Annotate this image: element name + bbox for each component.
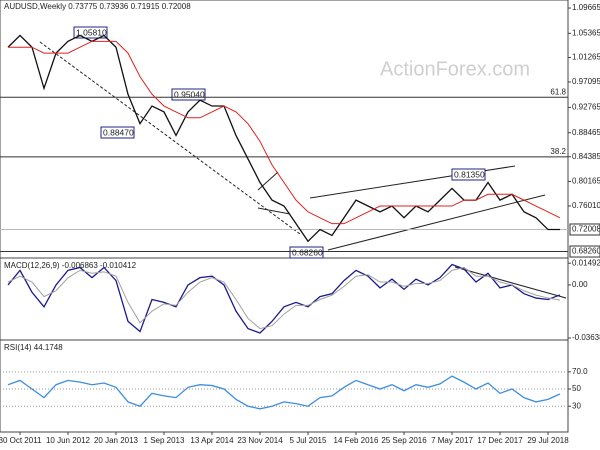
- fib-label: 38.2: [550, 147, 566, 156]
- series-line: [8, 40, 561, 225]
- annotation-box: [73, 26, 108, 39]
- y-tick-label: 30: [572, 401, 581, 410]
- x-tick-label: 7 May 2017: [431, 436, 473, 445]
- y-tick-label: 0.76010: [572, 201, 600, 210]
- annotation: 0.68260: [292, 247, 323, 257]
- y-tick-label: 0.97095: [572, 77, 600, 86]
- series-line: [7, 266, 561, 330]
- x-tick-label: 10 Jun 2012: [46, 436, 91, 445]
- annotation-box: [289, 246, 324, 259]
- panel-title: RSI(14) 44.1748: [4, 343, 63, 352]
- y-tick-label: 0.00: [572, 280, 588, 289]
- price-tag: 0.72008: [572, 225, 600, 234]
- panel-title: MACD(12,26,9) -0.006863 -0.010412: [4, 261, 137, 270]
- annotation: 0.95040: [174, 89, 205, 99]
- trendline: [257, 207, 291, 215]
- price-tag: 0.68260: [572, 247, 600, 256]
- fib-label: 61.8: [550, 87, 566, 96]
- y-tick-label: 0.92765: [572, 103, 600, 112]
- x-tick-label: 29 Jul 2018: [527, 436, 569, 445]
- series-line: [7, 375, 561, 410]
- annotation: 0.88470: [103, 127, 134, 137]
- y-tick-label: 0.88465: [572, 128, 600, 137]
- annotation-box: [171, 88, 206, 101]
- trendline: [257, 171, 279, 191]
- x-tick-label: 1 Sep 2013: [144, 436, 185, 445]
- y-tick-label: 1.05365: [572, 28, 600, 37]
- trendline: [39, 41, 301, 235]
- x-tick-label: 13 Apr 2014: [190, 436, 234, 445]
- annotation-box: [451, 168, 486, 181]
- y-tick-label: 1.09665: [572, 3, 600, 12]
- y-tick-label: -0.036389: [572, 333, 600, 342]
- series-line: [7, 263, 561, 334]
- plot-frame: [0, 0, 569, 433]
- macd-trendline: [454, 266, 567, 299]
- y-tick-label: 70.0: [572, 367, 588, 376]
- y-tick-label: 1.01265: [572, 53, 600, 62]
- watermark: ActionForex.com: [380, 58, 530, 80]
- channel-line: [327, 194, 546, 251]
- x-tick-label: 25 Sep 2016: [381, 436, 427, 445]
- annotation: 0.81350: [454, 169, 485, 179]
- x-tick-label: 30 Oct 2011: [0, 436, 42, 445]
- price-tag-box: [569, 245, 600, 258]
- y-tick-label: 0.84385: [572, 152, 600, 161]
- x-tick-label: 23 Nov 2014: [237, 436, 283, 445]
- x-tick-label: 14 Feb 2016: [334, 436, 379, 445]
- y-tick-label: 0.014925: [572, 258, 600, 267]
- y-tick-label: 50: [572, 384, 581, 393]
- y-tick-label: 0.80165: [572, 177, 600, 186]
- x-tick-label: 20 Jan 2013: [94, 436, 139, 445]
- price-tag-box: [569, 223, 600, 236]
- x-tick-label: 5 Jul 2015: [290, 436, 327, 445]
- x-tick-label: 17 Dec 2017: [477, 436, 523, 445]
- annotation-box: [100, 126, 135, 139]
- annotation: 1.05810: [76, 27, 107, 37]
- chart-title: AUDUSD,Weekly 0.73775 0.73936 0.71915 0.…: [4, 2, 191, 11]
